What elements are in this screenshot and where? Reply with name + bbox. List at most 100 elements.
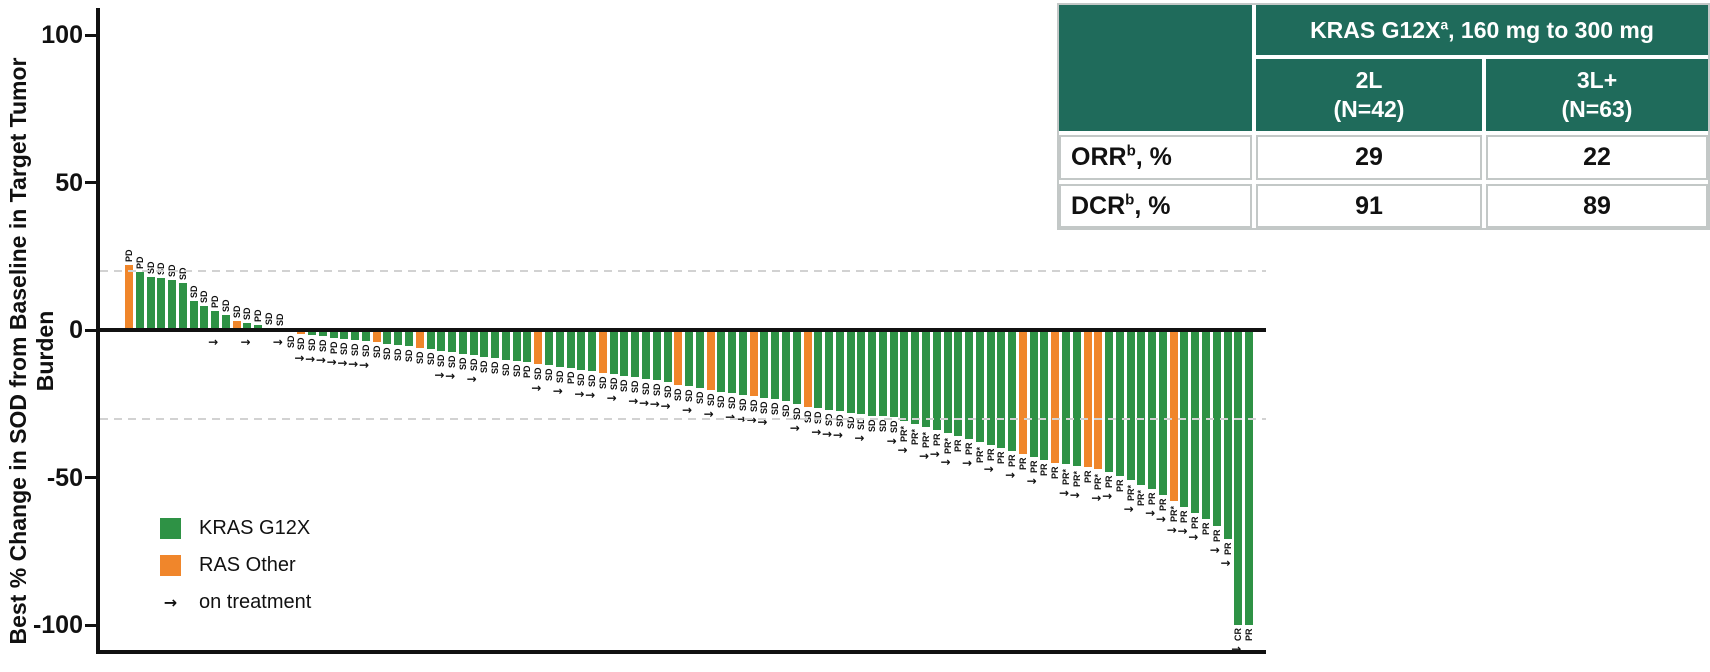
bar [685, 330, 694, 387]
bar [125, 265, 133, 330]
bar-response-label: PR* [1071, 470, 1082, 487]
on-treatment-arrow: → [294, 350, 305, 365]
bar-response-label: PR [1157, 498, 1168, 512]
bar-response-label: SD [759, 401, 770, 414]
bar-response-label: SD [404, 349, 415, 363]
bar [1223, 330, 1232, 540]
col-header-line2: (N=42) [1333, 96, 1405, 122]
bar-response-label: PR [1039, 463, 1050, 476]
row-label-suffix: , % [1135, 143, 1172, 171]
bar [545, 330, 554, 366]
y-tick-label: 100 [41, 21, 83, 49]
bar [1158, 330, 1167, 496]
bar [706, 330, 715, 391]
bar-response-label: PD [522, 365, 533, 379]
bar-response-label: PD [210, 295, 221, 308]
bar-response-label: SD [350, 343, 361, 357]
on-treatment-arrow: → [628, 394, 639, 409]
bar-response-label: SD [220, 299, 231, 313]
on-treatment-arrow: → [315, 353, 326, 368]
bar-response-label: SD [802, 410, 813, 423]
y-tick-label: 0 [69, 316, 83, 344]
bar [738, 330, 747, 395]
on-treatment-arrow: → [886, 434, 897, 449]
on-treatment-arrow: → [305, 352, 316, 367]
table-value-orr-2l: 29 [1256, 135, 1482, 180]
bar-response-label: PR [1201, 522, 1211, 535]
bar [760, 330, 769, 398]
on-treatment-arrow: → [1069, 487, 1080, 502]
results-table: KRAS G12Xa, 160 mg to 300 mg 2L (N=42) 3… [1057, 3, 1710, 230]
bar-response-label: SD [867, 419, 878, 432]
on-treatment-arrow: → [466, 372, 477, 387]
table-value-dcr-3l: 89 [1486, 184, 1708, 228]
bar [1212, 330, 1221, 527]
row-label-sup: b [1126, 142, 1136, 160]
bar [1245, 330, 1254, 625]
bar-response-label: SD [533, 367, 544, 380]
bar-response-label: PD [565, 371, 576, 385]
bar-response-label: PR [1211, 529, 1222, 543]
bar [394, 330, 403, 345]
table-span-header: KRAS G12Xa, 160 mg to 300 mg [1256, 5, 1708, 55]
on-treatment-arrow: → [208, 335, 219, 349]
bar [803, 330, 812, 407]
bar [728, 330, 737, 394]
bar [954, 330, 963, 437]
y-tick-label: -50 [46, 463, 83, 492]
bar [1072, 330, 1081, 466]
bar [965, 330, 974, 440]
on-treatment-arrow: → [337, 355, 348, 370]
bar [1115, 330, 1124, 477]
col-header-line1: 3L+ [1576, 67, 1618, 94]
bar [168, 279, 177, 330]
bar-response-label: PR* [1093, 473, 1104, 490]
bar [588, 330, 597, 372]
bar-response-label: SD [684, 389, 695, 403]
bar [135, 272, 144, 330]
bar [329, 330, 338, 338]
bar-response-label: SD [608, 377, 619, 391]
on-treatment-arrow: → [1177, 524, 1188, 538]
on-treatment-arrow: → [552, 383, 563, 398]
on-treatment-arrow: → [940, 455, 951, 470]
bar-response-label: SD [285, 335, 296, 349]
bar-response-label: SD [630, 380, 641, 394]
on-treatment-arrow: → [832, 428, 843, 443]
legend-label: KRAS G12X [199, 517, 311, 539]
table-corner-cell [1059, 5, 1252, 131]
bar-response-label: SD [188, 284, 199, 298]
on-treatment-arrow: → [682, 403, 693, 418]
bar-response-label: SD [705, 393, 716, 407]
on-treatment-arrow: → [1220, 556, 1231, 571]
on-treatment-arrow: → [1123, 502, 1134, 517]
bar [1040, 330, 1049, 460]
bar-response-label: SD [296, 337, 307, 350]
bar [911, 330, 920, 425]
on-treatment-arrow: → [606, 391, 617, 406]
on-treatment-arrow: → [789, 420, 800, 435]
bar [1126, 330, 1135, 481]
bar [1191, 330, 1200, 513]
bar [1018, 330, 1027, 454]
on-treatment-arrow: → [1102, 488, 1113, 503]
bar-response-label: PR* [942, 438, 953, 455]
bar-response-label: SD [673, 388, 684, 401]
bar-response-label: PR [1017, 457, 1028, 470]
bar [631, 330, 640, 378]
bar-response-label: SD [716, 395, 727, 408]
on-treatment-arrow: → [326, 354, 337, 369]
bar [652, 330, 661, 381]
bar [243, 322, 252, 330]
kras-g12x-swatch-icon [160, 518, 181, 539]
table-col-header-2l: 2L (N=42) [1256, 59, 1482, 131]
legend-label: on treatment [199, 591, 312, 613]
bar [641, 330, 650, 379]
bar-response-label: SD [436, 354, 447, 367]
y-tick-mark [85, 623, 97, 627]
on-treatment-arrow: → [929, 447, 940, 462]
on-treatment-arrow: → [854, 431, 865, 446]
bar-response-label: SD [587, 374, 598, 388]
bar [501, 330, 510, 360]
bar-response-label: SD [640, 382, 651, 395]
